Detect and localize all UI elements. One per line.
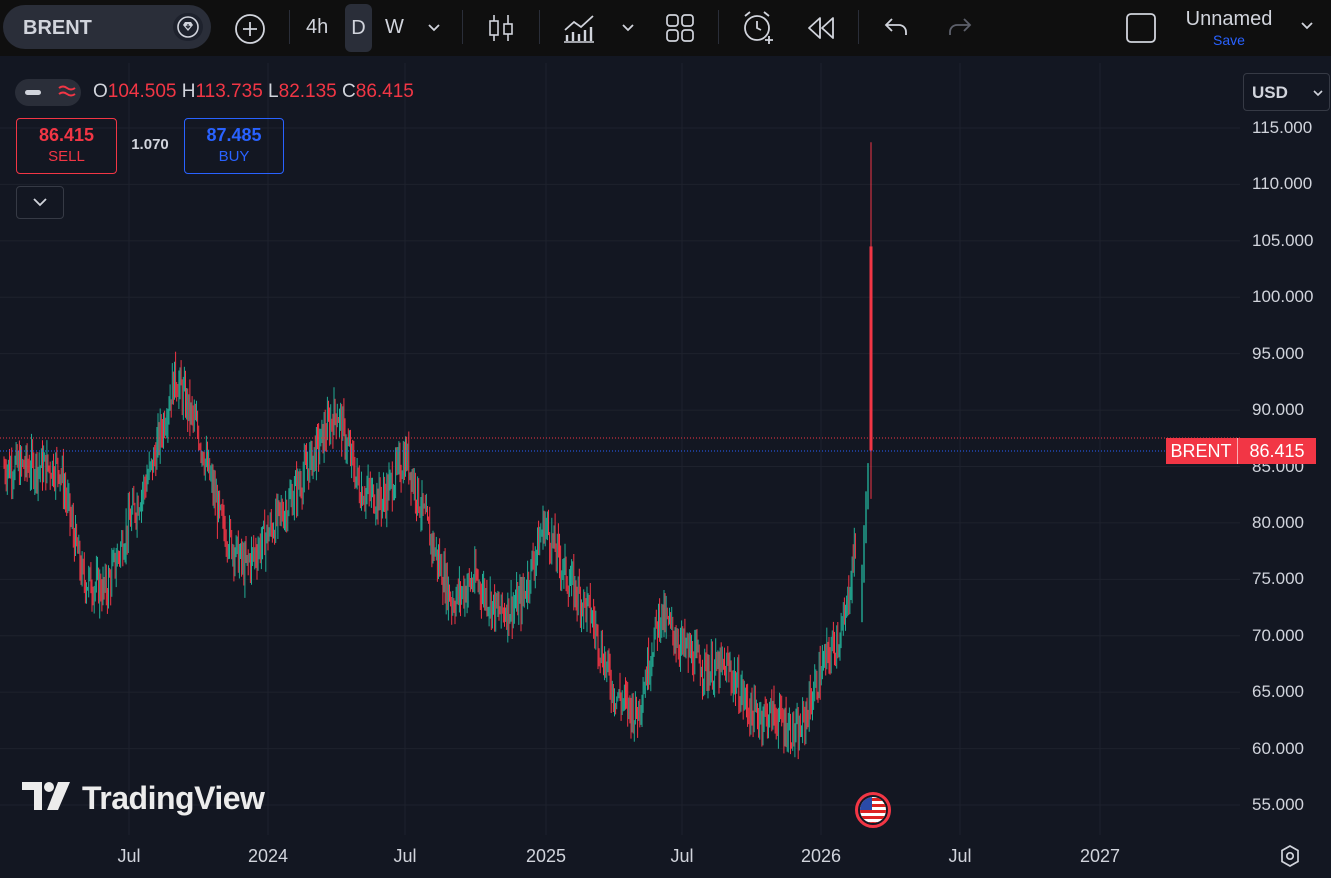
timeframe-d[interactable]: D — [345, 4, 372, 52]
timeframe-w[interactable]: W — [385, 16, 404, 38]
chevron-down-icon[interactable] — [426, 20, 442, 36]
time-axis-tick: 2025 — [525, 846, 567, 866]
candles-icon[interactable] — [486, 12, 516, 44]
time-axis-tick: 2026 — [800, 846, 842, 866]
save-button[interactable]: Save — [1213, 32, 1245, 48]
symbol-info-badge[interactable] — [173, 13, 203, 41]
buy-button[interactable]: 87.485 BUY — [184, 118, 284, 174]
tradingview-logo-icon — [22, 782, 70, 810]
legend-close-value: 86.415 — [355, 81, 414, 102]
toolbar-divider — [858, 10, 859, 44]
timeframe-4h[interactable]: 4h — [306, 16, 329, 38]
layout-square-icon[interactable] — [1124, 11, 1158, 45]
chevron-down-icon — [1313, 90, 1323, 97]
price-axis-tick: 100.000 — [1252, 287, 1314, 307]
currency-label: USD — [1252, 83, 1288, 102]
spread-value: 1.070 — [131, 136, 169, 153]
time-axis-tick: 2027 — [1079, 846, 1121, 866]
toolbar-divider — [539, 10, 540, 44]
layout-name[interactable]: Unnamed — [1185, 8, 1273, 30]
currency-select[interactable]: USD — [1243, 73, 1330, 111]
chevron-down-icon[interactable] — [620, 20, 636, 36]
legend-close-label: C — [342, 81, 356, 102]
legend-open-label: O — [93, 81, 108, 102]
price-axis-tick: 70.000 — [1252, 625, 1304, 645]
indicators-icon[interactable] — [562, 12, 596, 44]
time-axis-tick: Jul — [393, 846, 417, 866]
top-toolbar: BRENT 4h D W — [0, 0, 1331, 56]
compare-add-icon[interactable] — [233, 12, 267, 46]
price-axis-tick: 75.000 — [1252, 569, 1304, 589]
legend-low-value: 82.135 — [278, 81, 337, 102]
price-axis-tick: 110.000 — [1252, 174, 1313, 194]
legend-high-label: H — [181, 81, 196, 102]
toolbar-divider — [289, 10, 290, 44]
diamond-icon — [177, 16, 199, 38]
sell-button[interactable]: 86.415 SELL — [16, 118, 117, 174]
chart-grid — [0, 63, 1240, 835]
alarm-clock-icon[interactable] — [740, 8, 778, 46]
eye-toggle-icon — [25, 85, 76, 97]
last-price-tag: BRENT 86.415 — [1166, 438, 1316, 464]
time-axis-tick: 2024 — [247, 846, 289, 866]
chevron-down-icon — [33, 198, 47, 207]
time-axis-tick: Jul — [117, 846, 141, 866]
price-tag-value: 86.415 — [1249, 441, 1305, 461]
time-axis-tick: Jul — [670, 846, 694, 866]
sell-label: SELL — [48, 148, 85, 165]
flag-icon — [860, 797, 886, 823]
legend-high-value: 113.735 — [195, 81, 263, 102]
legend-open-value: 104.505 — [107, 81, 177, 102]
replay-icon[interactable] — [804, 14, 838, 42]
last-candle-body — [869, 246, 873, 451]
symbol-name: BRENT — [23, 17, 92, 39]
us-flag-event-icon[interactable] — [855, 792, 891, 828]
redo-icon[interactable] — [945, 14, 973, 40]
symbol-search-button[interactable]: BRENT — [3, 5, 211, 49]
price-chart[interactable] — [0, 63, 1331, 878]
legend-low-label: L — [268, 81, 279, 102]
toolbar-divider — [718, 10, 719, 44]
time-axis-tick: Jul — [948, 846, 972, 866]
price-axis-tick: 95.000 — [1252, 343, 1304, 363]
layout-grid-icon[interactable] — [664, 12, 696, 44]
chevron-down-icon[interactable] — [1299, 18, 1315, 34]
buy-label: BUY — [218, 148, 250, 165]
price-axis-tick: 65.000 — [1252, 682, 1304, 702]
price-axis-tick: 105.000 — [1252, 230, 1314, 250]
price-tag-symbol: BRENT — [1170, 441, 1232, 461]
price-axis-tick: 60.000 — [1252, 738, 1304, 758]
legend-collapse-button[interactable] — [16, 186, 64, 219]
tradingview-wordmark: TradingView — [82, 780, 265, 816]
undo-icon[interactable] — [883, 14, 911, 40]
price-axis-tick: 80.000 — [1252, 512, 1304, 532]
gear-icon[interactable] — [1278, 844, 1302, 868]
toolbar-divider — [462, 10, 463, 44]
candle-series — [3, 142, 873, 760]
price-axis-tick: 55.000 — [1252, 794, 1304, 814]
ohlc-legend: O104.505 H113.735 L82.135 C86.415 — [93, 81, 414, 103]
buy-price: 87.485 — [206, 125, 262, 145]
sell-price: 86.415 — [38, 125, 95, 145]
price-axis-tick: 115.000 — [1252, 118, 1313, 137]
price-axis-tick: 90.000 — [1252, 400, 1304, 420]
legend-visibility-toggle[interactable] — [15, 79, 81, 106]
